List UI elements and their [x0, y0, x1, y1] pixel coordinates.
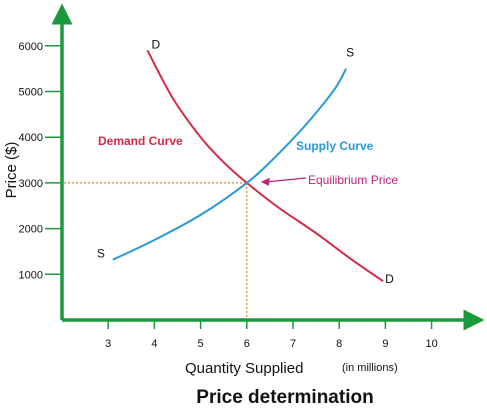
x-tick-label: 9	[382, 338, 388, 350]
x-axis-title: Quantity Supplied	[185, 360, 303, 377]
x-tick-label: 3	[105, 338, 111, 350]
y-ticks: 1000 2000 3000 4000 5000 6000	[19, 41, 62, 281]
equilibrium-arrow	[267, 178, 306, 182]
y-tick-label: 2000	[19, 224, 43, 236]
y-tick-label: 5000	[19, 87, 43, 99]
x-ticks: 3 4 5 6 7 8 9 10	[105, 321, 438, 350]
supply-curve-line	[113, 69, 346, 260]
y-tick-label: 4000	[19, 132, 43, 144]
y-tick-label: 6000	[19, 41, 43, 53]
x-tick-label: 6	[244, 338, 250, 350]
supply-curve-label: Supply Curve	[296, 139, 374, 153]
chart-title: Price determination	[196, 387, 373, 408]
x-tick-label: 5	[198, 338, 204, 350]
y-axis-title: Price ($)	[3, 142, 20, 199]
demand-curve-label: Demand Curve	[98, 134, 183, 148]
y-tick-label: 3000	[19, 178, 43, 190]
x-tick-label: 7	[290, 338, 296, 350]
demand-end-label: D	[385, 272, 394, 286]
axes	[62, 14, 474, 320]
x-tick-label: 10	[425, 338, 437, 350]
x-axis-unit: (in millions)	[342, 362, 398, 374]
y-tick-label: 1000	[19, 269, 43, 281]
supply-start-label: S	[97, 247, 105, 261]
demand-start-label: D	[151, 37, 160, 51]
supply-end-label: S	[346, 46, 354, 60]
x-tick-label: 8	[336, 338, 342, 350]
equilibrium-arrowhead	[261, 178, 270, 186]
equilibrium-price-label: Equilibrium Price	[308, 173, 398, 187]
x-tick-label: 4	[151, 338, 157, 350]
